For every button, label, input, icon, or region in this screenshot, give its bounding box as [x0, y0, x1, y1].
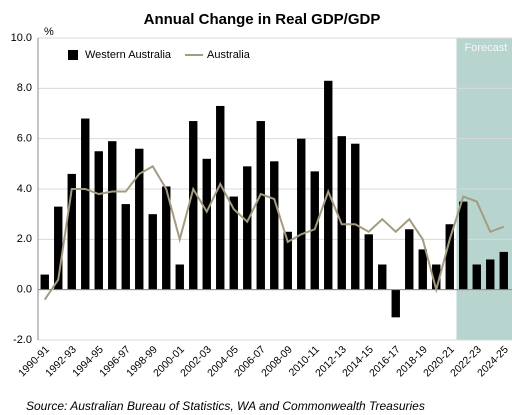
bar [486, 259, 495, 290]
bar [297, 138, 306, 290]
bar [189, 121, 198, 290]
bar [256, 121, 265, 290]
bar [364, 234, 373, 290]
legend-label: Western Australia [85, 49, 172, 61]
y-tick-label: 10.0 [11, 32, 32, 44]
bar [499, 251, 508, 290]
y-tick-label: 8.0 [17, 82, 32, 94]
bar [283, 231, 292, 290]
bar [445, 224, 454, 290]
bar [432, 264, 441, 290]
bar [54, 206, 63, 290]
bar [40, 274, 49, 290]
bar [162, 186, 171, 290]
bar [94, 151, 103, 290]
bar [243, 166, 252, 290]
line [43, 165, 505, 301]
bar [175, 264, 184, 290]
bar [270, 161, 279, 290]
y-tick-label: 0.0 [17, 284, 32, 296]
legend-swatch [68, 50, 78, 60]
bar [310, 171, 319, 290]
bar [148, 214, 157, 290]
bar [351, 143, 360, 290]
bar [405, 229, 414, 290]
y-tick-label: 6.0 [17, 133, 32, 145]
bar [81, 118, 90, 290]
bar [229, 196, 238, 290]
y-tick-label: 4.0 [17, 183, 32, 195]
bar [337, 136, 346, 290]
bar [121, 204, 130, 290]
bar [459, 201, 468, 290]
y-tick-label: -2.0 [13, 334, 32, 346]
bar [324, 80, 333, 290]
chart-title: Annual Change in Real GDP/GDP [144, 11, 381, 28]
bar [135, 148, 144, 290]
forecast-label: Forecast [465, 42, 508, 54]
y-axis-label: % [44, 26, 54, 38]
legend-label: Australia [207, 49, 251, 61]
bar [202, 158, 211, 290]
bar [391, 289, 400, 318]
bar [472, 264, 481, 290]
bar [216, 105, 225, 290]
y-tick-label: 2.0 [17, 233, 32, 245]
bar [378, 264, 387, 290]
bar [418, 249, 427, 290]
bar [108, 141, 117, 290]
bar [67, 173, 76, 290]
source: Source: Australian Bureau of Statistics,… [26, 399, 425, 413]
